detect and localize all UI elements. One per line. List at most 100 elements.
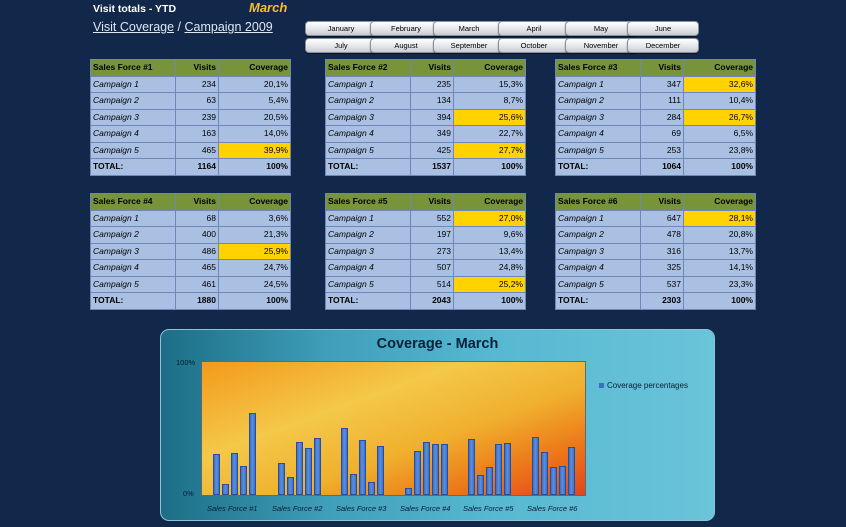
campaign-name-cell: Campaign 4: [555, 125, 641, 143]
total-visits: 2043: [410, 292, 454, 310]
table-row: Campaign 2 134 8,7%: [325, 92, 526, 110]
table-row: Campaign 1 68 3,6%: [90, 209, 291, 227]
campaign-name-cell: Campaign 2: [325, 92, 411, 110]
total-visits: 1880: [175, 292, 219, 310]
sales-force-table-3: Sales Force #3 Visits Coverage Campaign 1 34…: [555, 59, 756, 176]
visits-cell: 235: [410, 75, 454, 93]
campaign-name-cell: Campaign 3: [90, 242, 176, 260]
x-tick-label: Sales Force #3: [336, 504, 387, 513]
table-row: Campaign 4 507 24,8%: [325, 259, 526, 277]
coverage-header: Coverage: [218, 193, 291, 211]
month-button-july[interactable]: July: [305, 38, 377, 53]
table-row: Campaign 4 465 24,7%: [90, 259, 291, 277]
table-row: Campaign 4 69 6,5%: [555, 125, 756, 143]
campaign-name-cell: Campaign 2: [325, 226, 411, 244]
chart-bar: [405, 488, 412, 495]
chart-bar: [240, 466, 247, 495]
chart-bar: [278, 463, 285, 495]
x-tick-label: Sales Force #6: [527, 504, 578, 513]
table-title: Sales Force #6: [555, 193, 641, 211]
coverage-cell: 39,9%: [218, 141, 291, 159]
campaign-name-cell: Campaign 5: [555, 275, 641, 293]
total-coverage: 100%: [683, 292, 756, 310]
y-tick-100: 100%: [176, 358, 196, 367]
table-row: Campaign 5 514 25,2%: [325, 275, 526, 293]
visits-cell: 486: [175, 242, 219, 260]
visits-header: Visits: [640, 193, 684, 211]
coverage-header: Coverage: [453, 59, 526, 77]
visits-cell: 63: [175, 92, 219, 110]
chart-bar: [468, 439, 475, 495]
chart-bar: [495, 444, 502, 495]
month-button-august[interactable]: August: [370, 38, 442, 53]
coverage-cell: 28,1%: [683, 209, 756, 227]
coverage-cell: 25,9%: [218, 242, 291, 260]
visits-cell: 537: [640, 275, 684, 293]
chart-bar: [314, 438, 321, 495]
chart-bar: [541, 452, 548, 495]
table-row: Campaign 2 63 5,4%: [90, 92, 291, 110]
breadcrumb-separator: /: [174, 20, 185, 34]
total-row: TOTAL: 2303 100%: [555, 292, 756, 310]
coverage-cell: 23,3%: [683, 275, 756, 293]
visits-cell: 197: [410, 226, 454, 244]
table-row: Campaign 3 316 13,7%: [555, 242, 756, 260]
month-button-april[interactable]: April: [498, 21, 570, 36]
campaign-name-cell: Campaign 5: [325, 275, 411, 293]
breadcrumb: Visit Coverage / Campaign 2009: [93, 20, 273, 34]
campaign-name-cell: Campaign 4: [90, 125, 176, 143]
month-button-may[interactable]: May: [565, 21, 637, 36]
visits-header: Visits: [175, 59, 219, 77]
table-row: Campaign 3 239 20,5%: [90, 108, 291, 126]
visits-cell: 284: [640, 108, 684, 126]
table-row: Campaign 3 486 25,9%: [90, 242, 291, 260]
month-button-february[interactable]: February: [370, 21, 442, 36]
table-row: Campaign 1 347 32,6%: [555, 75, 756, 93]
chart-bar: [368, 482, 375, 495]
total-row: TOTAL: 1880 100%: [90, 292, 291, 310]
campaign-name-cell: Campaign 4: [325, 125, 411, 143]
total-coverage: 100%: [218, 158, 291, 176]
sales-force-table-5: Sales Force #5 Visits Coverage Campaign 1 55…: [325, 193, 526, 310]
total-visits: 2303: [640, 292, 684, 310]
chart-bar: [477, 475, 484, 495]
campaign-name-cell: Campaign 1: [90, 209, 176, 227]
campaign-name-cell: Campaign 3: [325, 108, 411, 126]
chart-title: Coverage - March: [376, 336, 499, 352]
chart-bar: [568, 447, 575, 495]
visits-cell: 69: [640, 125, 684, 143]
legend-label: Coverage percentages: [607, 381, 688, 390]
chart-bar: [423, 442, 430, 495]
campaign-name-cell: Campaign 3: [90, 108, 176, 126]
visits-cell: 507: [410, 259, 454, 277]
total-label: TOTAL:: [555, 158, 641, 176]
coverage-cell: 20,1%: [218, 75, 291, 93]
chart-plot-area: [201, 361, 586, 496]
visits-cell: 325: [640, 259, 684, 277]
coverage-cell: 13,7%: [683, 242, 756, 260]
coverage-cell: 24,5%: [218, 275, 291, 293]
table-row: Campaign 1 647 28,1%: [555, 209, 756, 227]
table-row: Campaign 5 425 27,7%: [325, 141, 526, 159]
month-button-october[interactable]: October: [498, 38, 570, 53]
table-title: Sales Force #4: [90, 193, 176, 211]
total-row: TOTAL: 1164 100%: [90, 158, 291, 176]
month-button-january[interactable]: January: [305, 21, 377, 36]
campaign-name-cell: Campaign 3: [555, 108, 641, 126]
chart-bar: [486, 467, 493, 495]
breadcrumb-campaign-2009[interactable]: Campaign 2009: [184, 20, 273, 34]
breadcrumb-visit-coverage[interactable]: Visit Coverage: [93, 20, 175, 34]
month-button-march[interactable]: March: [433, 21, 505, 36]
table-title: Sales Force #1: [90, 59, 176, 77]
campaign-name-cell: Campaign 5: [90, 275, 176, 293]
visits-cell: 465: [175, 141, 219, 159]
month-button-june[interactable]: June: [627, 21, 699, 36]
total-coverage: 100%: [453, 292, 526, 310]
chart-legend: Coverage percentages: [599, 381, 688, 390]
month-button-september[interactable]: September: [433, 38, 505, 53]
month-button-december[interactable]: December: [627, 38, 699, 53]
total-label: TOTAL:: [90, 158, 176, 176]
selected-month: March: [249, 0, 288, 15]
campaign-name-cell: Campaign 2: [555, 226, 641, 244]
coverage-header: Coverage: [453, 193, 526, 211]
